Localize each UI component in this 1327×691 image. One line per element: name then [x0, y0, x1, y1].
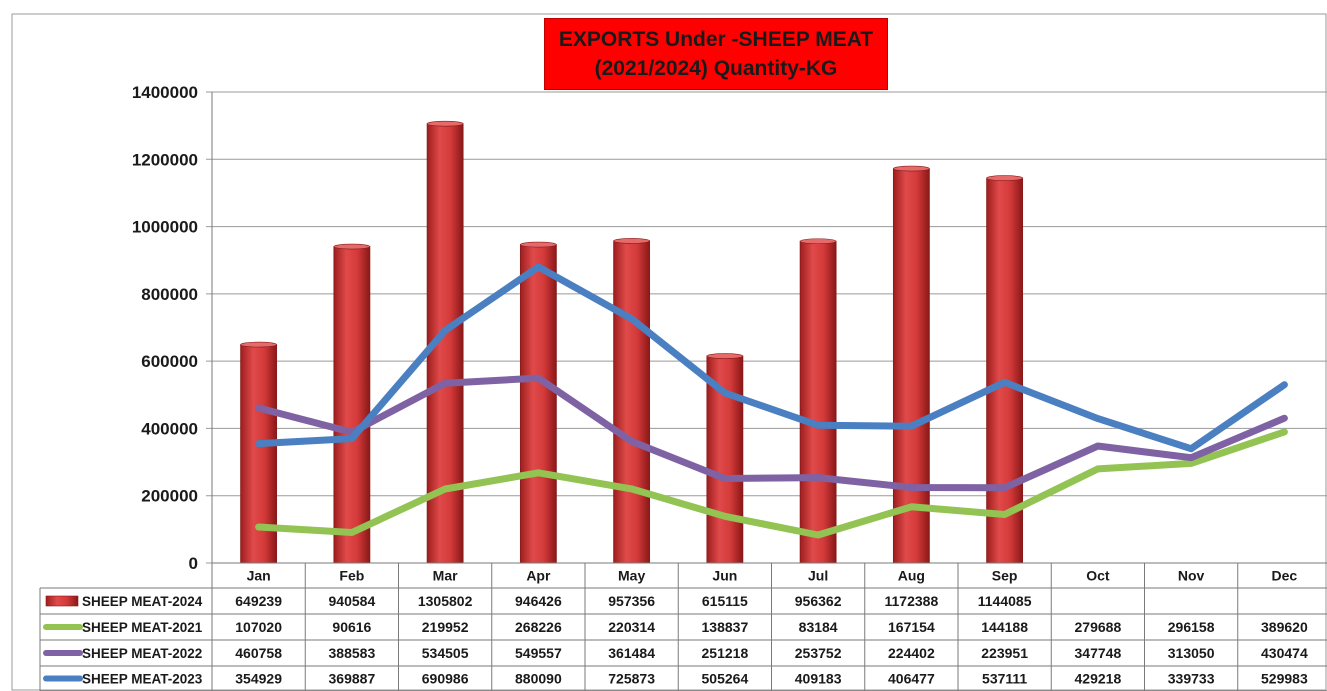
chart-title: EXPORTS Under -SHEEP MEAT (2021/2024) Qu…: [544, 18, 888, 90]
x-category-label: Aug: [898, 568, 925, 584]
chart-title-line-2: (2021/2024) Quantity-KG: [594, 57, 838, 80]
x-category-label: Apr: [526, 568, 551, 584]
table-value: 219952: [422, 619, 469, 635]
legend-series-name: SHEEP MEAT-2023: [82, 672, 203, 687]
table-value: 505264: [702, 671, 749, 687]
table-value: 253752: [795, 645, 842, 661]
table-value: 107020: [235, 619, 282, 635]
x-category-label: Mar: [433, 568, 458, 584]
table-value: 1144085: [978, 593, 1032, 609]
x-category-label: May: [618, 568, 645, 584]
table-value: 251218: [702, 645, 749, 661]
bar-top: [240, 341, 277, 348]
y-tick-label: 200000: [141, 487, 198, 506]
x-category-label: Feb: [339, 568, 364, 584]
table-value: 549557: [515, 645, 562, 661]
y-tick-label: 1000000: [132, 218, 198, 237]
bar: [333, 246, 371, 564]
bar-top: [986, 175, 1023, 181]
bar-top: [520, 241, 557, 248]
bar: [986, 177, 1024, 564]
table-value: 144188: [981, 619, 1028, 635]
table-value: 460758: [235, 645, 282, 661]
bar-top: [706, 353, 744, 359]
table-value: 1305802: [418, 593, 473, 609]
table-value: 409183: [795, 671, 842, 687]
y-tick-label: 800000: [141, 285, 198, 304]
series-line: [255, 428, 1288, 539]
x-category-label: Jun: [712, 568, 737, 584]
x-category-label: Nov: [1178, 568, 1205, 584]
legend-key-bar: [45, 595, 79, 607]
data-table: Jan Feb Mar Apr May Jun Jul Aug Sep Oct Nov Dec SHEE…: [39, 562, 1327, 691]
legend-series-name: SHEEP MEAT-2024: [82, 594, 203, 609]
bar: [799, 240, 837, 564]
table-value: 339733: [1168, 671, 1215, 687]
table-value: 529983: [1261, 671, 1308, 687]
bar-top: [799, 238, 837, 245]
table-value: 957356: [608, 593, 655, 609]
table-value: 725873: [608, 671, 655, 687]
x-category-label: Oct: [1086, 568, 1110, 584]
table-value: 296158: [1168, 619, 1215, 635]
y-tick-label: 0: [189, 554, 198, 573]
table-value: 406477: [888, 671, 935, 687]
x-category-label: Dec: [1272, 568, 1298, 584]
bar-top: [426, 120, 464, 127]
table-value: 268226: [515, 619, 562, 635]
y-tick-label: 1400000: [132, 83, 198, 102]
table-value: 534505: [422, 645, 469, 661]
chart-frame: [11, 13, 1327, 691]
legend-series-name: SHEEP MEAT-2022: [82, 646, 202, 661]
bar-series: [240, 120, 1024, 564]
series-line: [255, 263, 1288, 453]
x-category-label: Jan: [247, 568, 271, 584]
table-value: 940584: [329, 593, 376, 609]
table-value: 430474: [1261, 645, 1308, 661]
table-value: 347748: [1075, 645, 1122, 661]
table-value: 223951: [981, 645, 1028, 661]
table-value: 389620: [1261, 619, 1308, 635]
table-value: 880090: [515, 671, 562, 687]
table-value: 429218: [1075, 671, 1122, 687]
table-value: 167154: [888, 619, 935, 635]
table-value: 279688: [1075, 619, 1122, 635]
table-value: 649239: [235, 593, 282, 609]
bar-top: [893, 165, 930, 172]
y-tick-label: 1200000: [132, 150, 198, 169]
y-grid: 0 200000 400000 600000 800000 1000000 1200000 1…: [132, 83, 1327, 573]
table-value: 313050: [1168, 645, 1215, 661]
y-tick-label: 400000: [141, 419, 198, 438]
chart-title-line-1: EXPORTS Under -SHEEP MEAT: [558, 28, 874, 51]
bar-top: [613, 238, 650, 244]
table-value: 615115: [702, 593, 748, 609]
series-line: [255, 374, 1288, 492]
table-value: 946426: [515, 593, 562, 609]
legend-series-name: SHEEP MEAT-2021: [82, 620, 203, 635]
bar: [519, 244, 557, 564]
table-value: 537111: [982, 671, 1027, 687]
table-value: 90616: [332, 619, 371, 635]
table-value: 369887: [329, 671, 376, 687]
bar: [613, 240, 651, 564]
x-category-label: Sep: [992, 568, 1018, 584]
table-value: 388583: [329, 645, 376, 661]
table-value: 1172388: [885, 593, 939, 609]
table-value: 361484: [608, 645, 655, 661]
table-value: 83184: [799, 619, 838, 635]
table-value: 690986: [422, 671, 469, 687]
table-value: 224402: [888, 645, 935, 661]
table-value: 138837: [702, 619, 749, 635]
table-value: 354929: [235, 671, 282, 687]
x-category-label: Jul: [808, 568, 828, 584]
y-tick-label: 600000: [141, 352, 198, 371]
bar-top: [333, 243, 371, 250]
table-value: 956362: [795, 593, 842, 609]
table-value: 220314: [608, 619, 655, 635]
